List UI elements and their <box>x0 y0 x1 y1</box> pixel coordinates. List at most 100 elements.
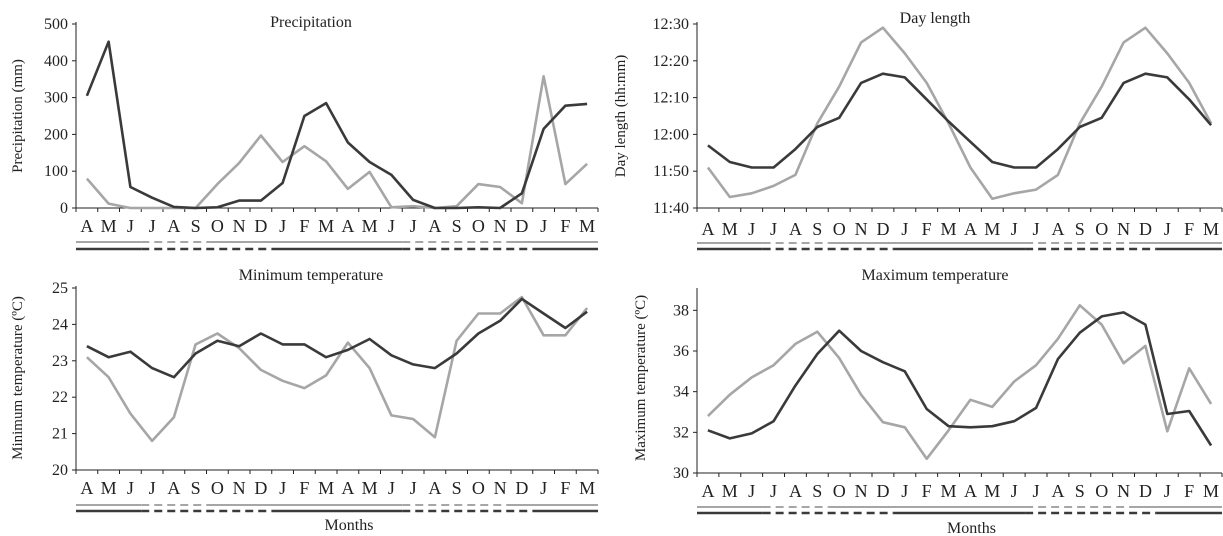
x-tick-label: F <box>1184 481 1194 501</box>
x-tick-label: A <box>80 478 93 498</box>
y-tick-label: 30 <box>673 465 689 482</box>
x-tick-label: J <box>748 219 755 239</box>
x-tick-label: M <box>722 481 738 501</box>
x-tick-label: D <box>1139 219 1152 239</box>
y-tick-label: 34 <box>673 384 689 401</box>
x-tick-label: J <box>901 481 908 501</box>
x-tick-label: M <box>1203 219 1219 239</box>
chart-title: Minimum temperature <box>239 267 383 284</box>
x-tick-label: M <box>722 219 738 239</box>
x-tick-label: A <box>701 219 714 239</box>
x-tick-label: S <box>191 478 201 498</box>
x-tick-label: D <box>876 481 889 501</box>
series-line-light <box>86 295 589 443</box>
x-tick-label: S <box>452 478 462 498</box>
x-tick-label: J <box>279 478 286 498</box>
y-tick-label: 12:20 <box>653 53 689 70</box>
x-tick-label: F <box>922 481 932 501</box>
y-tick-label: 12:10 <box>653 90 689 107</box>
x-tick-label: M <box>1203 481 1219 501</box>
chart-panel: Maximum temperature Maximum temperature (… <box>633 267 1223 536</box>
chart-title: Day length <box>900 10 971 27</box>
series-line-dark <box>707 72 1213 169</box>
chart-panel: Minimum temperature Minimum temperature (… <box>10 267 599 534</box>
x-tick-label: M <box>579 478 595 498</box>
y-axis-label: Maximum temperature (ºC) <box>633 295 649 461</box>
x-tick-label: J <box>748 481 755 501</box>
x-tick-label: A <box>341 216 354 236</box>
x-tick-label: A <box>341 478 354 498</box>
x-tick-label: N <box>1117 481 1130 501</box>
x-tick-label: J <box>149 216 156 236</box>
x-tick-label: M <box>984 219 1000 239</box>
chart-title: Precipitation <box>270 14 352 31</box>
x-tick-label: J <box>1033 219 1040 239</box>
x-tick-label: A <box>1051 481 1064 501</box>
x-tick-label: O <box>833 481 846 501</box>
x-tick-label: J <box>388 478 395 498</box>
y-tick-label: 400 <box>44 53 68 70</box>
x-tick-label: F <box>560 478 570 498</box>
x-axis-label: Months <box>947 520 996 536</box>
x-tick-label: M <box>362 216 378 236</box>
x-tick-label: D <box>515 216 528 236</box>
y-tick-label: 22 <box>52 389 68 406</box>
x-tick-label: A <box>964 481 977 501</box>
y-tick-label: 500 <box>44 16 68 33</box>
series-line-dark <box>85 40 588 210</box>
y-tick-label: 20 <box>52 462 68 479</box>
x-tick-label: J <box>388 216 395 236</box>
x-tick-label: A <box>789 219 802 239</box>
x-tick-label: J <box>1164 219 1171 239</box>
x-tick-label: M <box>984 481 1000 501</box>
x-tick-label: N <box>233 216 246 236</box>
x-tick-label: A <box>428 216 441 236</box>
x-tick-label: F <box>299 216 309 236</box>
y-tick-label: 21 <box>52 426 68 443</box>
x-tick-label: J <box>540 216 547 236</box>
y-tick-label: 36 <box>673 343 689 360</box>
x-tick-label: M <box>362 478 378 498</box>
series-line-light <box>706 26 1213 201</box>
y-tick-label: 300 <box>44 90 68 107</box>
x-tick-label: M <box>941 481 957 501</box>
x-tick-label: N <box>233 478 246 498</box>
x-tick-label: J <box>149 478 156 498</box>
chart-panel: Day length Day length (hh:mm) 11:40 11:50 12… <box>613 10 1223 251</box>
x-tick-label: D <box>876 219 889 239</box>
x-axis-label: Months <box>325 517 374 534</box>
y-tick-label: 25 <box>52 280 68 297</box>
x-tick-label: N <box>855 481 868 501</box>
x-tick-label: A <box>789 481 802 501</box>
chart-panel: Precipitation Precipitation (mm) 0 100 200 30… <box>10 14 599 251</box>
y-tick-label: 12:00 <box>653 126 689 143</box>
x-tick-label: A <box>167 216 180 236</box>
series-line-dark <box>86 297 588 379</box>
y-tick-label: 32 <box>673 424 689 441</box>
x-tick-label: O <box>472 478 485 498</box>
x-tick-label: D <box>254 478 267 498</box>
x-tick-label: M <box>101 478 117 498</box>
x-tick-label: J <box>127 216 134 236</box>
x-tick-label: S <box>1075 219 1085 239</box>
x-tick-label: F <box>922 219 932 239</box>
x-tick-label: O <box>1095 219 1108 239</box>
y-axis-label: Minimum temperature (ºC) <box>10 296 26 460</box>
x-tick-label: J <box>770 219 777 239</box>
x-tick-label: J <box>770 481 777 501</box>
x-tick-label: M <box>318 478 334 498</box>
y-tick-label: 200 <box>44 126 68 143</box>
y-tick-label: 12:30 <box>653 16 689 33</box>
x-tick-label: A <box>80 216 93 236</box>
x-tick-label: S <box>452 216 462 236</box>
x-tick-label: A <box>964 219 977 239</box>
x-tick-label: J <box>1011 481 1018 501</box>
x-tick-label: D <box>515 478 528 498</box>
y-tick-label: 11:50 <box>653 163 689 180</box>
y-tick-label: 11:40 <box>653 200 689 217</box>
x-tick-label: S <box>191 216 201 236</box>
y-tick-label: 23 <box>52 353 68 370</box>
x-tick-label: O <box>211 478 224 498</box>
series-line-dark <box>707 311 1213 447</box>
